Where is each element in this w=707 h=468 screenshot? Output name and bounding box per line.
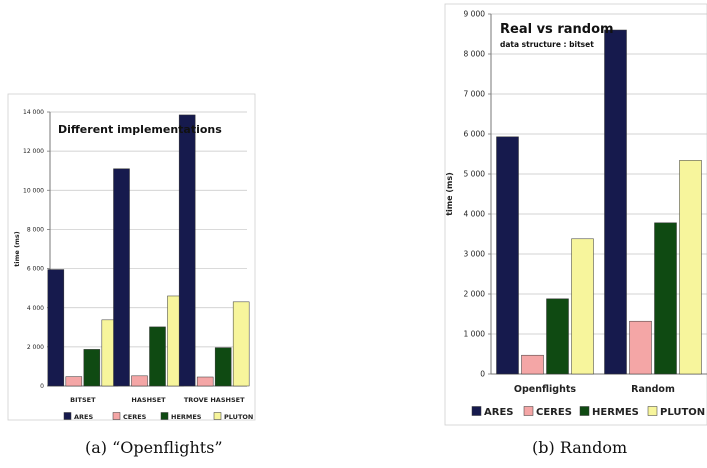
charta-bar-hermes (83, 349, 101, 387)
caption-a: (a) “Openflights” (85, 438, 223, 457)
chartb-legend-swatch-ceres (523, 406, 534, 416)
chartb-legend-swatch-ares (471, 406, 482, 416)
charta-bar-ceres (196, 376, 214, 387)
chartb-legend-label-pluton: PLUTON (660, 407, 705, 418)
charta-bar-hermes (149, 326, 166, 387)
chartb-title: Real vs random (500, 22, 614, 37)
charta-tick-label: 4 000 (27, 305, 44, 312)
charta-category-label: HASHSET (131, 396, 166, 404)
chartb-tick-label: 5 000 (464, 170, 486, 179)
chartb-tick-label: 4 000 (464, 210, 486, 219)
chartb-tick-label: 8 000 (464, 50, 486, 59)
charta-tick-label: 0 (40, 383, 44, 390)
charta-bar-pluton (232, 301, 250, 387)
charta-tick-label: 2 000 (27, 344, 44, 351)
chartb-tick-label: 0 (480, 370, 485, 379)
chartb-legend-swatch-hermes (579, 406, 590, 416)
chartb-legend-label-ares: ARES (484, 407, 513, 418)
chartb-tick-label: 7 000 (464, 90, 486, 99)
charta-category-label: BITSET (70, 396, 96, 404)
charta-tick-label: 8 000 (27, 227, 44, 234)
charta-bar-ares (178, 114, 196, 387)
charta-tick-label: 6 000 (27, 266, 44, 273)
charta-tick-label: 12 000 (23, 148, 44, 155)
charta-legend-swatch-hermes (160, 412, 169, 420)
charta-tick-label: 10 000 (23, 187, 44, 194)
chartb-tick-label: 6 000 (464, 130, 486, 139)
charta-legend-label-pluton: PLUTON (224, 413, 253, 421)
charta-category-label: TROVE HASHSET (184, 396, 245, 404)
chartb-tick-label: 9 000 (464, 10, 486, 19)
charta-legend-swatch-ceres (112, 412, 121, 420)
chartb-legend-label-ceres: CERES (536, 407, 572, 418)
charta-bar-hermes (214, 347, 232, 387)
charta-y-axis-label: time (ms) (13, 231, 21, 266)
chartb-tick-label: 2 000 (464, 290, 486, 299)
charta-bar-ceres (65, 376, 83, 387)
chartb-y-axis-label: time (ms) (445, 172, 454, 216)
chartb-tick-label: 3 000 (464, 250, 486, 259)
chartb-subtitle: data structure : bitset (500, 40, 594, 49)
chartb-legend-swatch-pluton (647, 406, 658, 416)
chartb-bar-ceres (521, 354, 544, 375)
chartb-bar-hermes (546, 298, 569, 375)
chartb-bar-pluton (571, 238, 594, 375)
charta-legend-label-ceres: CERES (123, 413, 147, 421)
charta-bar-ares (113, 168, 130, 387)
charta-legend-label-hermes: HERMES (171, 413, 202, 421)
chartb-bar-hermes (654, 222, 677, 375)
chartb-bar-ares (496, 136, 519, 375)
chartb-category-label: Random (631, 384, 675, 395)
charta-tick-label: 14 000 (23, 109, 44, 116)
charta-legend-swatch-ares (63, 412, 72, 420)
chartb-bar-ares (604, 29, 627, 375)
chartb-tick-label: 1 000 (464, 330, 486, 339)
chartb-bar-pluton (679, 160, 702, 375)
charta-title: Different implementations (58, 123, 222, 136)
charta-legend-label-ares: ARES (74, 413, 93, 421)
charta-legend-swatch-pluton (213, 412, 222, 420)
chartb-legend-label-hermes: HERMES (592, 407, 639, 418)
chartb-category-label: Openflights (514, 384, 576, 395)
charta-bar-ares (47, 269, 65, 387)
caption-b: (b) Random (532, 438, 628, 457)
chartb-bar-ceres (629, 320, 652, 375)
charta-bar-ceres (131, 375, 148, 387)
